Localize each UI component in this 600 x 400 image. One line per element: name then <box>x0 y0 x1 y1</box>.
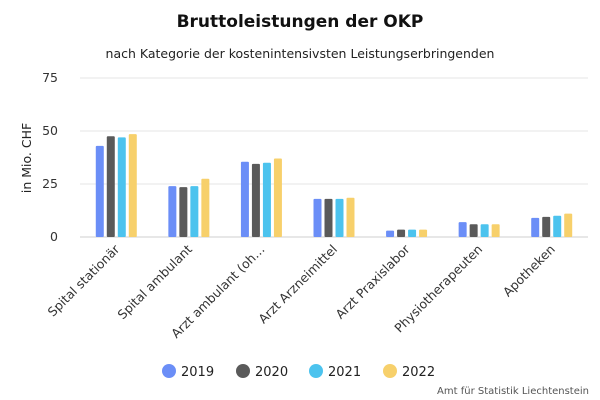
legend-item-2020[interactable]: 2020 <box>236 364 288 380</box>
y-tick-label: 0 <box>50 229 58 244</box>
legend-label: 2021 <box>328 365 361 380</box>
legend-item-2022[interactable]: 2022 <box>383 364 435 380</box>
bar-2022-4 <box>419 229 428 237</box>
legend-label: 2022 <box>402 365 435 380</box>
bar-2019-3 <box>313 198 322 237</box>
legend: 2019 2020 2021 2022 <box>162 364 435 380</box>
bars <box>95 134 573 237</box>
bar-2021-3 <box>335 198 344 237</box>
bar-2019-6 <box>531 217 540 237</box>
bar-2020-5 <box>469 224 478 237</box>
bar-2020-2 <box>251 163 260 237</box>
bar-2019-0 <box>95 145 104 237</box>
y-axis-ticks: 0 25 50 75 <box>42 70 58 244</box>
y-axis-label: in Mio. CHF <box>19 123 34 193</box>
bar-2020-6 <box>542 216 551 237</box>
legend-swatch <box>309 364 323 378</box>
bar-2020-0 <box>106 136 115 237</box>
y-tick-label: 50 <box>42 123 58 138</box>
legend-swatch <box>162 364 176 378</box>
x-category-label: Arzt Praxislabor <box>332 241 413 322</box>
x-category-label: Spital stationär <box>45 241 124 320</box>
bar-2022-0 <box>128 134 137 237</box>
bar-2022-2 <box>273 158 282 237</box>
bar-2022-3 <box>346 197 355 237</box>
bar-2022-5 <box>491 224 500 237</box>
grid-lines <box>80 77 588 238</box>
chart-title: Bruttoleistungen der OKP <box>177 12 424 32</box>
bar-2019-4 <box>386 230 395 237</box>
chart-subtitle: nach Kategorie der kostenintensivsten Le… <box>106 46 495 61</box>
legend-label: 2019 <box>181 365 214 380</box>
bar-2022-6 <box>564 213 573 237</box>
legend-label: 2020 <box>255 365 288 380</box>
bar-2021-0 <box>117 137 126 237</box>
bar-2019-2 <box>240 161 249 237</box>
bar-2021-1 <box>190 186 199 237</box>
bar-2021-6 <box>553 215 562 237</box>
bar-2021-2 <box>262 162 271 237</box>
bar-2019-1 <box>168 186 177 237</box>
bar-2022-1 <box>201 178 210 237</box>
legend-swatch <box>383 364 397 378</box>
x-category-label: Arzt Arzneimittel <box>255 242 340 327</box>
legend-item-2021[interactable]: 2021 <box>309 364 361 380</box>
bar-2021-5 <box>480 224 489 237</box>
bar-2020-1 <box>179 187 188 237</box>
y-tick-label: 25 <box>42 176 58 191</box>
legend-swatch <box>236 364 250 378</box>
legend-item-2019[interactable]: 2019 <box>162 364 214 380</box>
bar-2020-3 <box>324 198 333 237</box>
bar-2020-4 <box>397 229 406 237</box>
bar-2021-4 <box>408 229 417 237</box>
source-credit: Amt für Statistik Liechtenstein <box>437 386 589 397</box>
y-tick-label: 75 <box>42 70 58 85</box>
x-category-label: Apotheken <box>500 242 558 300</box>
x-category-label: Spital ambulant <box>114 241 195 322</box>
bar-2019-5 <box>458 222 467 237</box>
